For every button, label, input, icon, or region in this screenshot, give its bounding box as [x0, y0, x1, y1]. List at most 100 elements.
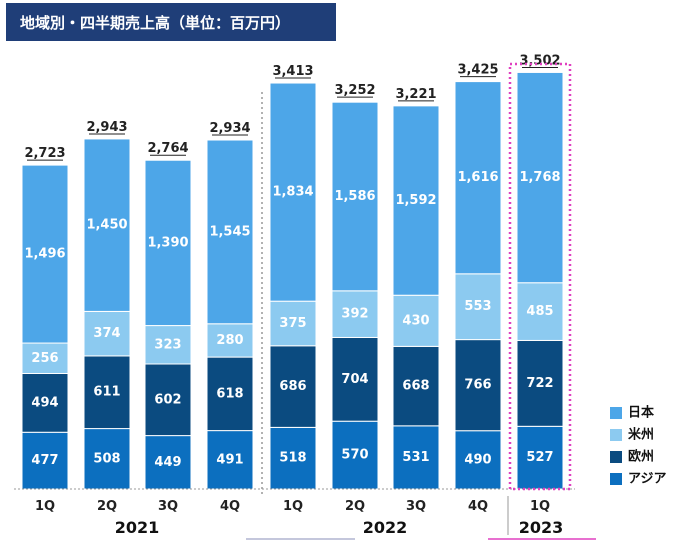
- bar-segment-2-8: [516, 282, 564, 341]
- segment-value-label: 491: [216, 452, 243, 467]
- segment-value-label: 602: [154, 392, 181, 407]
- bar-segment-0-5: [331, 420, 379, 490]
- segment-value-label: 256: [31, 351, 58, 366]
- bar-segment-3-7: [454, 81, 502, 275]
- bar-segment-3-5: [331, 101, 379, 292]
- total-value-label: 3,425: [457, 63, 498, 78]
- segment-value-label: 611: [93, 385, 120, 400]
- segment-value-label: 553: [464, 299, 491, 314]
- segment-value-label: 686: [279, 379, 306, 394]
- x-tick-label: 1Q: [530, 499, 550, 514]
- bar-segment-3-3: [206, 139, 254, 325]
- segment-value-label: 722: [526, 376, 553, 391]
- segment-value-label: 494: [31, 395, 58, 410]
- segment-value-label: 323: [154, 337, 181, 352]
- chart-title: 地域別・四半期売上高（単位：百万円）: [20, 14, 291, 32]
- total-value-label: 3,502: [519, 53, 560, 68]
- segment-value-label: 1,834: [272, 185, 313, 200]
- total-value-label: 2,934: [209, 121, 250, 136]
- bar-segment-0-4: [269, 426, 317, 490]
- x-tick-label: 4Q: [468, 499, 488, 514]
- bar-segment-2-4: [269, 300, 317, 347]
- axis-layer: 1Q 2Q 3Q 4Q 1Q 2Q 3Q 4Q 1Q 2021 2022 2023: [14, 62, 596, 540]
- bar-segment-3-6: [392, 105, 440, 296]
- segment-value-label: 280: [216, 333, 243, 348]
- bar-segment-3-4: [269, 82, 317, 302]
- segment-value-label: 375: [279, 316, 306, 331]
- bar-segment-2-1: [83, 310, 131, 357]
- legend-swatch: [610, 407, 622, 419]
- segment-value-label: 1,616: [457, 170, 498, 185]
- bar-segment-0-6: [392, 425, 440, 490]
- x-tick-label: 4Q: [220, 499, 240, 514]
- bar-segment-0-3: [206, 430, 254, 490]
- chart-title-box: 地域別・四半期売上高（単位：百万円）: [6, 3, 336, 41]
- x-tick-label: 2Q: [97, 499, 117, 514]
- segment-value-label: 1,450: [86, 218, 127, 233]
- legend-swatch: [610, 429, 622, 441]
- segment-value-label: 1,390: [147, 235, 188, 250]
- bar-segment-1-8: [516, 339, 564, 427]
- bar-segment-2-6: [392, 294, 440, 347]
- legend-label: アジア: [628, 472, 666, 487]
- x-tick-label: 3Q: [158, 499, 178, 514]
- legend-swatch: [610, 473, 622, 485]
- segment-value-label: 485: [526, 304, 553, 319]
- segment-value-label: 1,496: [24, 247, 65, 262]
- bar-segment-0-7: [454, 430, 502, 490]
- segment-value-label: 508: [93, 451, 120, 466]
- total-value-label: 3,413: [272, 64, 313, 79]
- segment-value-label: 1,592: [395, 193, 436, 208]
- bar-segment-1-2: [144, 363, 192, 437]
- segment-value-label: 392: [341, 307, 368, 322]
- segment-value-label: 430: [402, 313, 429, 328]
- bar-segment-1-6: [392, 345, 440, 427]
- bar-segment-0-0: [21, 431, 69, 490]
- bar-segment-0-2: [144, 435, 192, 490]
- x-tick-label: 1Q: [35, 499, 55, 514]
- bar-segment-1-7: [454, 339, 502, 432]
- legend-label: 日本: [628, 405, 654, 421]
- legend-label: 欧州: [628, 449, 654, 465]
- segment-value-label: 527: [526, 450, 553, 465]
- bar-segment-3-2: [144, 159, 192, 327]
- segment-value-label: 1,768: [519, 170, 560, 185]
- segment-value-label: 766: [464, 378, 491, 393]
- segment-value-label: 704: [341, 372, 368, 387]
- bar-segment-1-1: [83, 355, 131, 430]
- bar-segment-1-4: [269, 345, 317, 428]
- labels-layer: 477 494 256 1,496 2,723 508 611 374 1,450 2,943 44…: [24, 53, 560, 469]
- x-tick-label: 1Q: [283, 499, 303, 514]
- total-value-label: 3,252: [334, 83, 375, 98]
- x-tick-label: 3Q: [406, 499, 426, 514]
- bar-segment-2-3: [206, 323, 254, 358]
- total-value-label: 2,764: [147, 141, 188, 156]
- segment-value-label: 518: [279, 451, 306, 466]
- total-value-label: 3,221: [395, 87, 436, 102]
- segment-value-label: 570: [341, 448, 368, 463]
- bar-segment-1-5: [331, 336, 379, 422]
- segment-value-label: 1,545: [209, 224, 250, 239]
- bar-segment-3-8: [516, 71, 564, 284]
- legend-label: 米州: [628, 427, 654, 443]
- total-value-label: 2,723: [24, 146, 65, 161]
- segment-value-label: 449: [154, 455, 181, 470]
- total-value-label: 2,943: [86, 120, 127, 135]
- year-label: 2022: [363, 518, 408, 537]
- bar-segment-3-0: [21, 164, 69, 344]
- segment-value-label: 618: [216, 386, 243, 401]
- year-label: 2023: [519, 518, 564, 537]
- bars-layer: [21, 71, 564, 490]
- bar-segment-3-1: [83, 138, 131, 312]
- segment-value-label: 490: [464, 452, 491, 467]
- bar-segment-2-0: [21, 342, 69, 375]
- segment-value-label: 477: [31, 453, 58, 468]
- bar-segment-2-5: [331, 290, 379, 338]
- legend-swatch: [610, 451, 622, 463]
- segment-value-label: 531: [402, 450, 429, 465]
- year-label: 2021: [115, 518, 160, 537]
- segment-value-label: 668: [402, 379, 429, 394]
- bar-segment-2-2: [144, 325, 192, 365]
